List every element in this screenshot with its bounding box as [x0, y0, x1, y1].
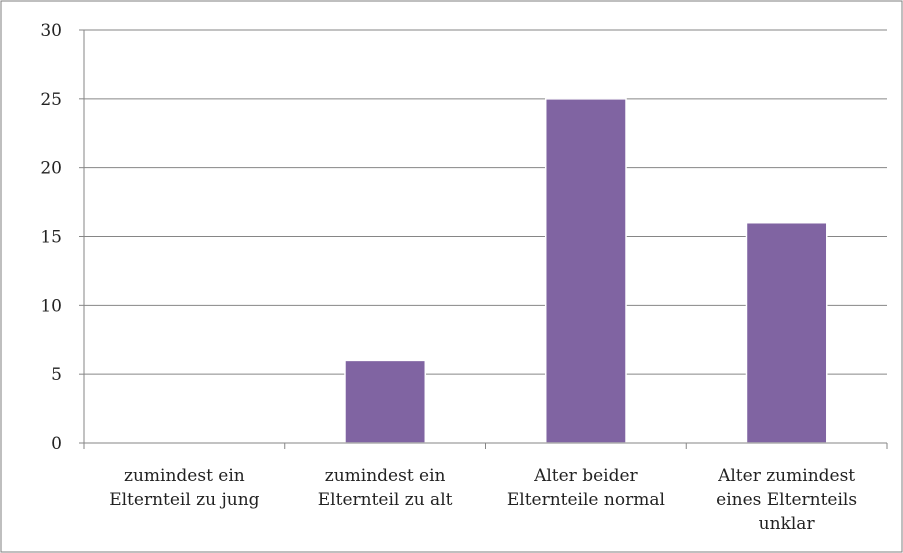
y-tick-label: 5	[51, 365, 62, 385]
category-label: eines Elternteils	[716, 490, 857, 510]
y-tick-label: 0	[51, 434, 62, 454]
category-label: Alter zumindest	[717, 466, 855, 486]
y-axis-ticks: 0 5 10 15 20 25 30	[40, 21, 62, 454]
bar-1	[344, 359, 427, 444]
category-label: Elternteil zu jung	[109, 490, 259, 510]
category-labels: zumindest ein Elternteil zu jung zumindest…	[109, 466, 857, 534]
y-tick-label: 20	[40, 159, 62, 179]
bars	[344, 98, 828, 444]
category-label: Elternteile normal	[507, 490, 665, 510]
y-tick-label: 30	[40, 21, 62, 41]
y-tick-label: 25	[40, 90, 62, 110]
category-label: zumindest ein	[124, 466, 245, 486]
y-tick-label: 15	[40, 228, 62, 248]
y-tick-label: 10	[40, 296, 62, 316]
category-label: unklar	[759, 514, 816, 534]
category-label: Elternteil zu alt	[318, 490, 453, 510]
category-label: Alter beider	[533, 466, 638, 486]
x-axis	[79, 29, 888, 449]
bar-3	[745, 221, 828, 444]
bar-2	[544, 98, 627, 444]
category-label: zumindest ein	[325, 466, 446, 486]
